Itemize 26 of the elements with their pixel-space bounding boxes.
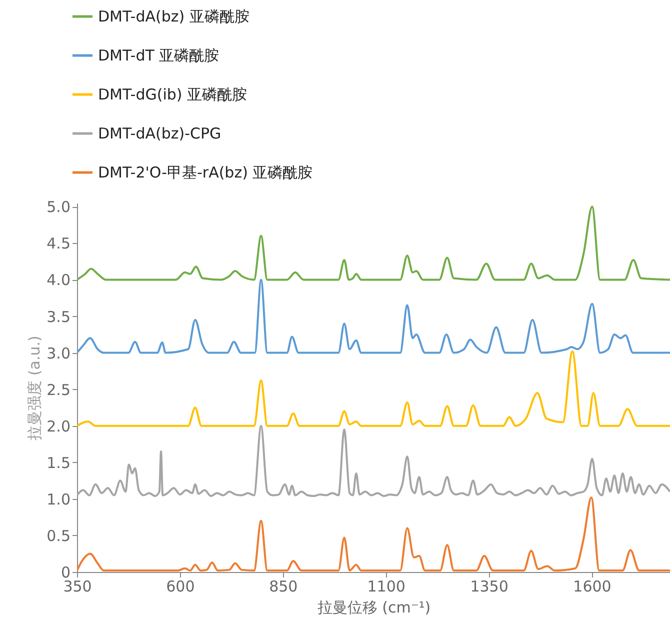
x-tick-label: 1100: [367, 578, 406, 596]
x-axis-title: 拉曼位移 (cm⁻¹): [317, 598, 431, 616]
legend-label: DMT-dA(bz) 亚磷酰胺: [98, 8, 250, 26]
y-tick-label: 4.5: [46, 234, 70, 253]
legend-label: DMT-dG(ib) 亚磷酰胺: [98, 86, 247, 104]
y-tick-label: 5.0: [46, 198, 70, 216]
y-axis-title: 拉曼强度 (a.u.): [26, 336, 44, 440]
y-tick-label: 4.0: [46, 271, 70, 290]
x-tick-label: 850: [269, 578, 298, 596]
y-tick-label: 2.0: [46, 417, 70, 436]
line-series: [77, 206, 670, 281]
y-tick-label: 3.5: [46, 308, 70, 326]
y-tick-label: 2.5: [46, 380, 70, 399]
x-tick-label: 1350: [470, 578, 508, 596]
legend-label: DMT-2'O-甲基-rA(bz) 亚磷酰胺: [98, 164, 313, 182]
y-tick-label: 1.5: [46, 454, 70, 472]
y-tick-label: 1.0: [46, 490, 70, 508]
line-series: [77, 424, 670, 498]
x-tick-label: 600: [166, 578, 195, 596]
legend-label: DMT-dA(bz)-CPG: [98, 124, 222, 142]
line-series: [77, 278, 670, 354]
y-tick-label: 0.5: [46, 526, 70, 545]
legend-label: DMT-dT 亚磷酰胺: [98, 46, 220, 64]
line-series: [77, 350, 670, 427]
y-tick-label: 3.0: [46, 344, 70, 362]
x-tick-label: 1600: [573, 578, 612, 596]
